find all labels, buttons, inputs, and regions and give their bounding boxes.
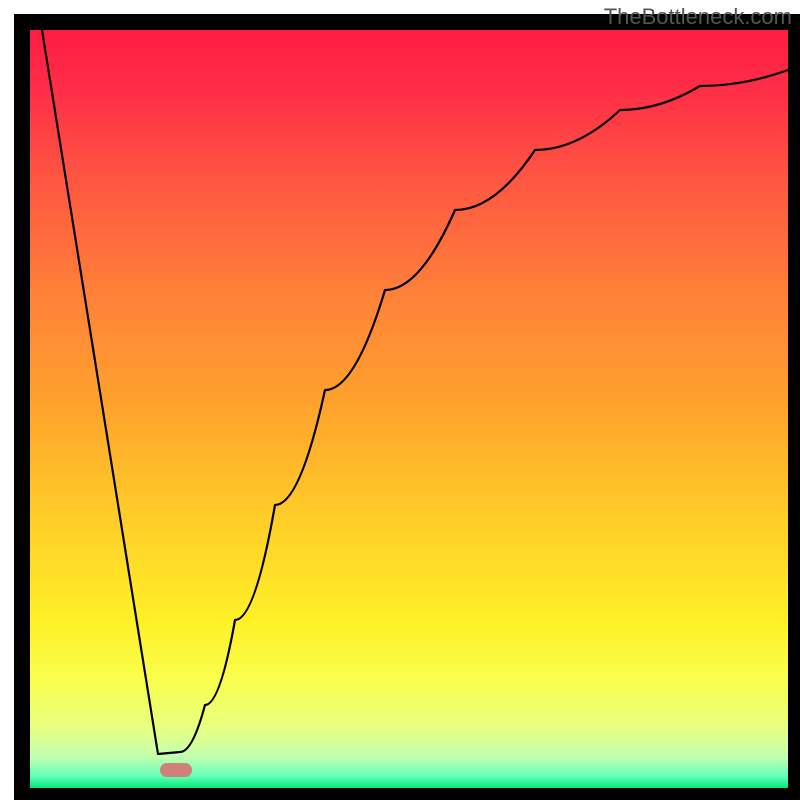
optimal-marker [160, 763, 192, 777]
bottleneck-chart: TheBottleneck.com [0, 0, 800, 800]
chart-svg [0, 0, 800, 800]
watermark-text: TheBottleneck.com [604, 4, 792, 30]
